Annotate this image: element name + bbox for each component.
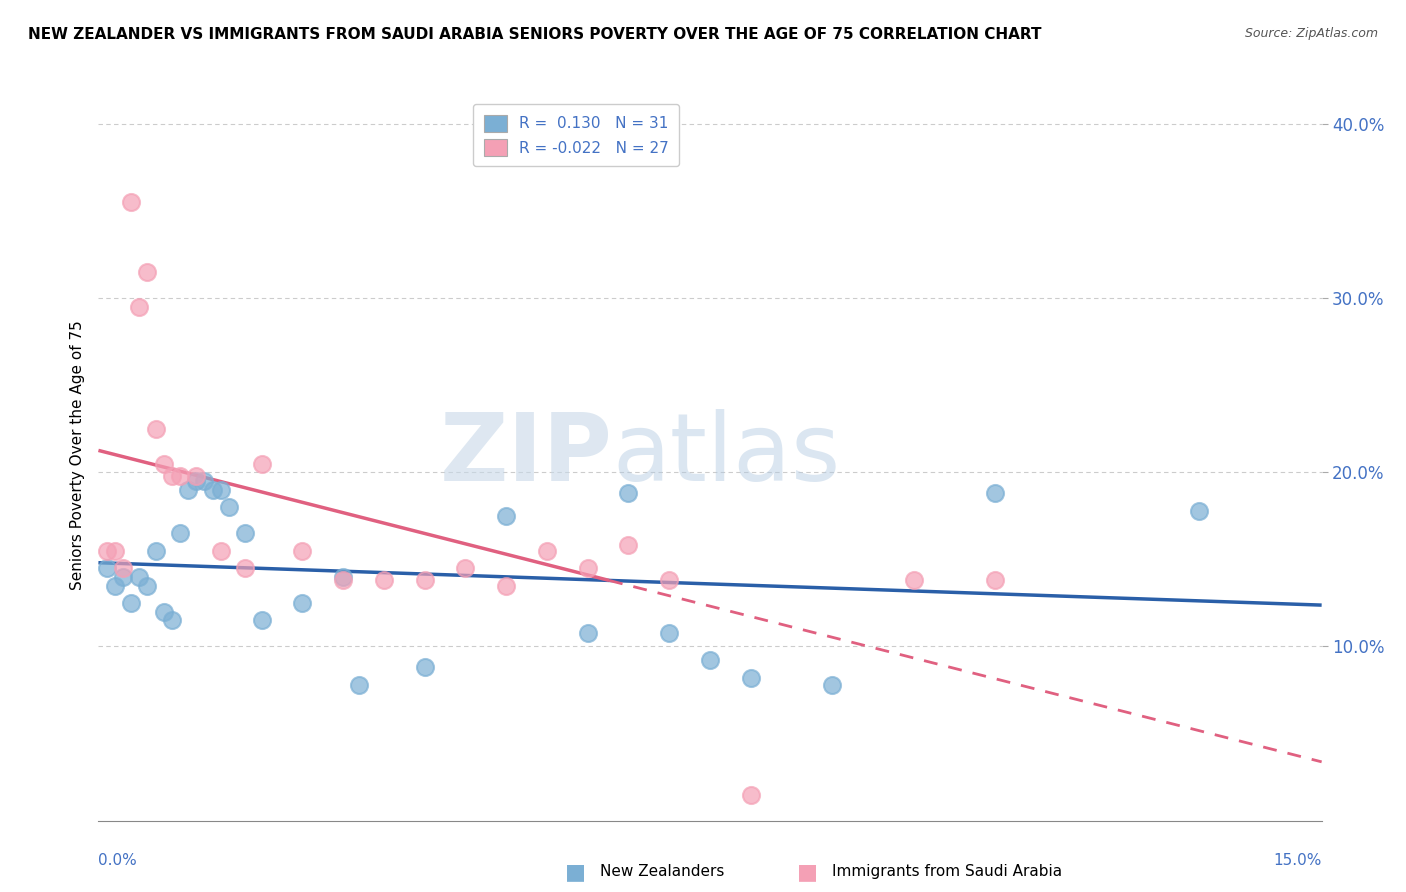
Point bbox=[373, 574, 395, 588]
Point bbox=[454, 561, 477, 575]
Point bbox=[413, 574, 436, 588]
Point bbox=[160, 468, 183, 483]
Text: 0.0%: 0.0% bbox=[98, 853, 138, 868]
Y-axis label: Seniors Poverty Over the Age of 75: Seniors Poverty Over the Age of 75 bbox=[69, 320, 84, 590]
Point bbox=[193, 474, 215, 488]
Text: ■: ■ bbox=[797, 862, 818, 882]
Legend: R =  0.130   N = 31, R = -0.022   N = 27: R = 0.130 N = 31, R = -0.022 N = 27 bbox=[472, 104, 679, 167]
Point bbox=[291, 543, 314, 558]
Point bbox=[169, 468, 191, 483]
Point bbox=[96, 543, 118, 558]
Point bbox=[495, 578, 517, 592]
Point bbox=[120, 596, 142, 610]
Point bbox=[617, 486, 640, 500]
Point bbox=[177, 483, 200, 497]
Point bbox=[145, 543, 167, 558]
Point bbox=[128, 570, 150, 584]
Point bbox=[984, 486, 1007, 500]
Point bbox=[1188, 503, 1211, 517]
Point bbox=[128, 300, 150, 314]
Point bbox=[186, 468, 208, 483]
Text: New Zealanders: New Zealanders bbox=[600, 864, 724, 880]
Point bbox=[495, 508, 517, 523]
Text: Immigrants from Saudi Arabia: Immigrants from Saudi Arabia bbox=[832, 864, 1063, 880]
Point bbox=[332, 574, 354, 588]
Point bbox=[984, 574, 1007, 588]
Text: Source: ZipAtlas.com: Source: ZipAtlas.com bbox=[1244, 27, 1378, 40]
Point bbox=[576, 561, 599, 575]
Point bbox=[617, 539, 640, 553]
Point bbox=[145, 422, 167, 436]
Point bbox=[332, 570, 354, 584]
Point bbox=[740, 788, 762, 802]
Point bbox=[160, 613, 183, 627]
Text: 15.0%: 15.0% bbox=[1274, 853, 1322, 868]
Text: atlas: atlas bbox=[612, 409, 841, 501]
Point bbox=[740, 671, 762, 685]
Point bbox=[111, 570, 134, 584]
Point bbox=[218, 500, 240, 515]
Text: NEW ZEALANDER VS IMMIGRANTS FROM SAUDI ARABIA SENIORS POVERTY OVER THE AGE OF 75: NEW ZEALANDER VS IMMIGRANTS FROM SAUDI A… bbox=[28, 27, 1042, 42]
Point bbox=[250, 457, 273, 471]
Point bbox=[136, 578, 159, 592]
Point bbox=[658, 625, 681, 640]
Point bbox=[169, 526, 191, 541]
Point bbox=[104, 543, 127, 558]
Point bbox=[349, 678, 371, 692]
Point bbox=[291, 596, 314, 610]
Point bbox=[233, 561, 256, 575]
Point bbox=[152, 457, 174, 471]
Point bbox=[201, 483, 224, 497]
Point bbox=[209, 543, 232, 558]
Point bbox=[413, 660, 436, 674]
Point bbox=[903, 574, 925, 588]
Point bbox=[250, 613, 273, 627]
Point bbox=[136, 265, 159, 279]
Point bbox=[111, 561, 134, 575]
Point bbox=[104, 578, 127, 592]
Point bbox=[821, 678, 844, 692]
Text: ■: ■ bbox=[565, 862, 586, 882]
Point bbox=[120, 195, 142, 210]
Point bbox=[209, 483, 232, 497]
Point bbox=[152, 605, 174, 619]
Point bbox=[658, 574, 681, 588]
Text: ZIP: ZIP bbox=[439, 409, 612, 501]
Point bbox=[699, 653, 721, 667]
Point bbox=[233, 526, 256, 541]
Point bbox=[576, 625, 599, 640]
Point bbox=[186, 474, 208, 488]
Point bbox=[536, 543, 558, 558]
Point bbox=[96, 561, 118, 575]
